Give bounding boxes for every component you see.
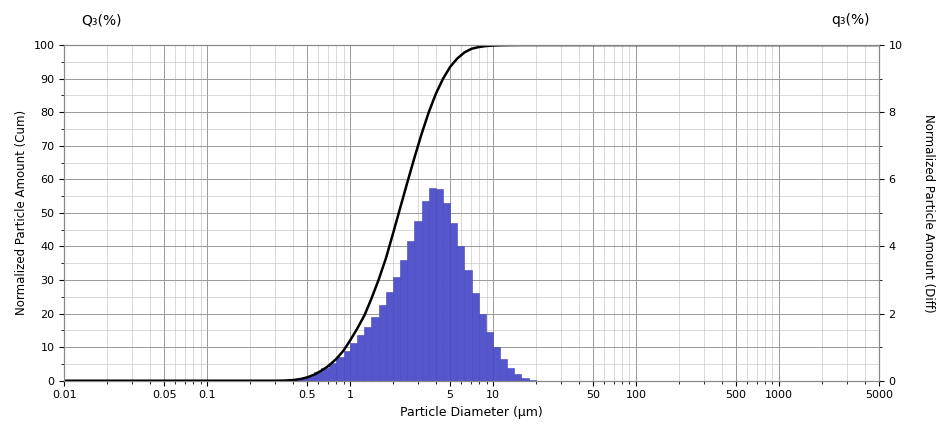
Bar [507,368,514,381]
Bar [414,221,422,381]
Text: q₃(%): q₃(%) [830,13,869,27]
Bar [465,270,471,381]
Bar [393,276,400,381]
Bar [400,260,408,381]
Bar [457,247,465,381]
Bar [300,378,307,381]
Bar [479,314,485,381]
Y-axis label: Normalized Particle Amount (Cum): Normalized Particle Amount (Cum) [15,110,28,316]
Y-axis label: Normalized Particle Amount (Diff): Normalized Particle Amount (Diff) [922,114,935,312]
Bar [336,357,344,381]
Bar [344,351,351,381]
Bar [386,292,393,381]
Bar [307,376,314,381]
Bar [450,223,457,381]
Bar [485,332,493,381]
Bar [408,241,414,381]
Bar [500,359,507,381]
Bar [436,189,443,381]
Bar [443,203,450,381]
Bar [378,305,386,381]
Bar [357,335,365,381]
Bar [522,378,529,381]
Bar [351,343,357,381]
Bar [329,363,336,381]
Bar [493,347,500,381]
X-axis label: Particle Diameter (μm): Particle Diameter (μm) [400,406,543,419]
Bar [321,368,329,381]
Bar [471,293,479,381]
Bar [294,380,300,381]
Bar [529,380,536,381]
Bar [371,317,378,381]
Text: Q₃(%): Q₃(%) [81,13,122,27]
Bar [514,374,522,381]
Bar [422,201,428,381]
Bar [314,372,321,381]
Bar [428,187,436,381]
Bar [365,327,371,381]
